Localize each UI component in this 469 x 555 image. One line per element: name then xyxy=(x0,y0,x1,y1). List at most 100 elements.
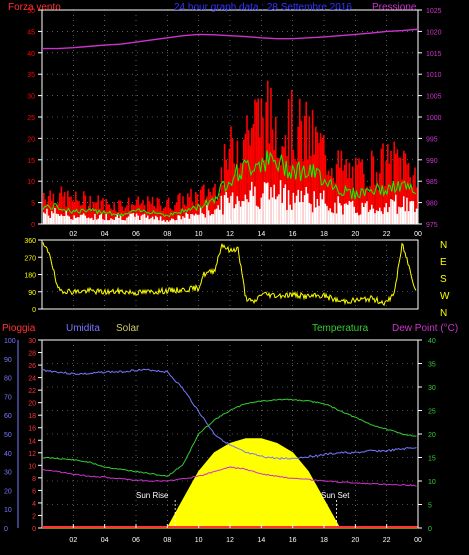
wind-min-bar xyxy=(121,219,123,224)
wind-min-bar xyxy=(387,212,389,224)
wind-min-bar xyxy=(283,188,285,224)
wind-min-bar xyxy=(222,214,224,224)
wind-min-bar xyxy=(203,214,205,224)
compass-label: N xyxy=(440,240,447,251)
wind-speed-bar xyxy=(102,198,104,224)
wind-speed-bar xyxy=(262,117,264,224)
wind-min-bar xyxy=(235,204,237,224)
wind-min-bar xyxy=(95,219,98,224)
wind-speed-bar xyxy=(259,137,261,224)
wind-speed-bar xyxy=(105,198,107,224)
temp-x-tick-label: 14 xyxy=(257,537,265,544)
wind-min-bar xyxy=(111,219,114,224)
wind-min-bar xyxy=(156,217,159,224)
wind-axis-title: Forza vento xyxy=(8,2,61,13)
temp-x-tick-label: 22 xyxy=(383,537,391,544)
wind-x-tick-label: 20 xyxy=(351,231,359,238)
wind-min-bar xyxy=(326,205,328,224)
wind-min-bar xyxy=(252,195,255,224)
humidity-tick-label: 100 xyxy=(4,338,16,345)
wind-speed-bar xyxy=(97,195,99,224)
wind-min-bar xyxy=(257,206,259,224)
wind-min-bar xyxy=(135,213,138,224)
wind-min-bar xyxy=(289,204,291,224)
compass-label: S xyxy=(440,274,447,285)
wind-tick-label: 35 xyxy=(27,72,35,79)
wind-speed-bar xyxy=(57,203,59,224)
wind-min-bar xyxy=(345,203,347,224)
wind-min-bar xyxy=(199,207,202,224)
wind-speed-bar xyxy=(324,155,327,224)
wind-min-bar xyxy=(355,213,357,224)
wind-min-bar xyxy=(123,220,125,224)
wind-speed-bar xyxy=(284,135,287,224)
wind-min-bar xyxy=(335,213,338,224)
wind-min-bar xyxy=(356,212,359,224)
pressure-tick-label: 1005 xyxy=(426,94,442,101)
wind-min-bar xyxy=(231,192,234,224)
wind-speed-bar xyxy=(291,89,293,225)
wind-speed-bar xyxy=(257,98,259,224)
wind-x-tick-label: 04 xyxy=(101,231,109,238)
wind-speed-bar xyxy=(375,172,378,224)
pressure-tick-label: 1000 xyxy=(426,115,442,122)
wind-speed-bar xyxy=(412,175,415,224)
wind-speed-bar xyxy=(219,193,221,224)
wind-speed-bar xyxy=(294,158,296,224)
wind-tick-label: 10 xyxy=(27,179,35,186)
wind-speed-bar xyxy=(348,162,351,224)
wind-min-bar xyxy=(219,209,221,224)
wind-min-bar xyxy=(126,217,128,224)
wind-min-bar xyxy=(143,213,146,224)
wind-min-bar xyxy=(187,213,189,224)
wind-min-bar xyxy=(401,207,403,224)
pressure-tick-label: 995 xyxy=(426,136,438,143)
wind-min-bar xyxy=(147,215,149,224)
wind-min-bar xyxy=(273,184,275,224)
rain-tick-label: 24 xyxy=(28,376,36,383)
temperature-tick-label: 20 xyxy=(428,432,436,439)
wind-series xyxy=(42,28,419,225)
rain-tick-label: 18 xyxy=(28,413,36,420)
wind-speed-bar xyxy=(126,205,128,224)
wind-speed-bar xyxy=(347,178,349,224)
wind-speed-bar xyxy=(235,173,237,224)
wind-min-bar xyxy=(236,196,239,224)
wind-speed-bar xyxy=(249,145,251,224)
wind-min-bar xyxy=(347,204,349,224)
wind-speed-bar xyxy=(230,126,232,224)
wind-x-tick-label: 08 xyxy=(163,231,171,238)
wind-min-bar xyxy=(214,209,216,224)
wind-min-bar xyxy=(139,219,141,224)
wind-min-bar xyxy=(246,199,248,224)
wind-min-bar xyxy=(81,214,83,224)
wind-min-bar xyxy=(350,202,352,224)
wind-speed-bar xyxy=(388,163,391,224)
temperature-tick-label: 40 xyxy=(428,338,436,345)
wind-min-bar xyxy=(329,208,331,224)
pressure-tick-label: 1015 xyxy=(426,51,442,58)
wind-speed-bar xyxy=(369,186,371,224)
wind-speed-bar xyxy=(52,193,55,224)
wind-speed-bar xyxy=(76,200,79,224)
wind-min-bar xyxy=(175,219,178,224)
wind-min-bar xyxy=(332,213,335,224)
wind-min-bar xyxy=(404,211,407,224)
temp-x-tick-label: 10 xyxy=(195,537,203,544)
direction-tick-label: 270 xyxy=(24,255,36,262)
wind-min-bar xyxy=(115,216,117,224)
wind-speed-bar xyxy=(111,210,114,224)
wind-min-bar xyxy=(363,207,365,224)
wind-speed-bar xyxy=(174,205,176,224)
wind-min-bar xyxy=(91,217,93,224)
wind-speed-bar xyxy=(228,148,231,224)
sun-rise-label: Sun Rise xyxy=(136,491,169,500)
rain-tick-label: 6 xyxy=(32,488,36,495)
wind-speed-bar xyxy=(94,202,96,224)
wind-speed-bar xyxy=(342,170,344,224)
wind-min-bar xyxy=(254,186,256,224)
wind-min-bar xyxy=(259,208,261,224)
wind-speed-bar xyxy=(67,190,69,224)
wind-speed-bar xyxy=(239,162,242,224)
wind-tick-label: 40 xyxy=(27,51,35,58)
